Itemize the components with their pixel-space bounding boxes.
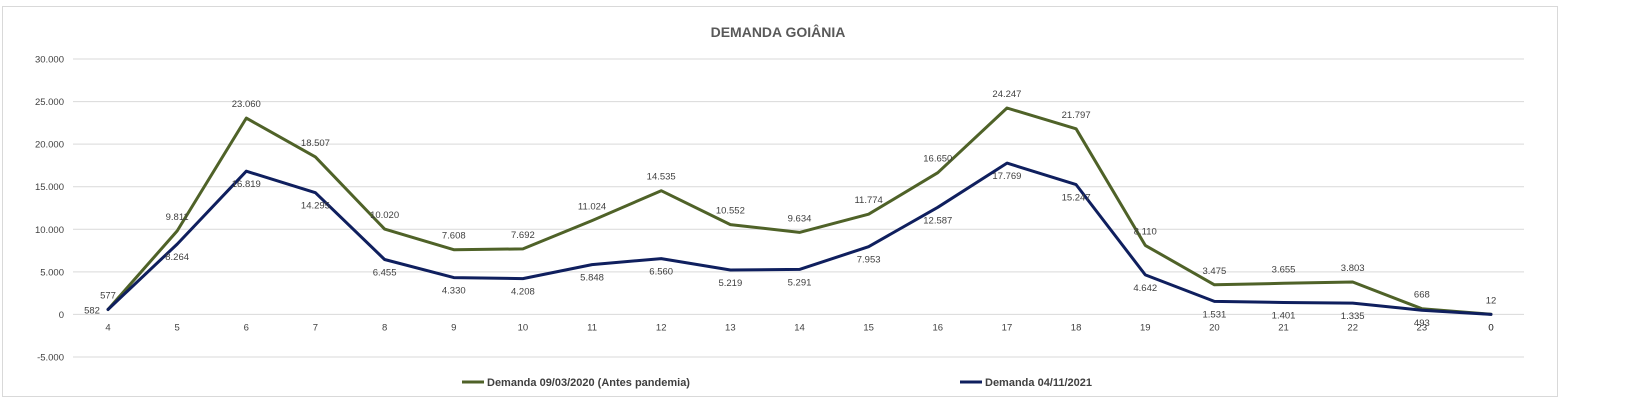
grid-lines: [73, 58, 1524, 358]
data-label: 5.291: [788, 277, 812, 288]
x-tick-label: 20: [1209, 322, 1220, 333]
legend-label: Demanda 04/11/2021: [985, 377, 1092, 389]
chart-title: DEMANDA GOIÂNIA: [711, 23, 846, 40]
data-label: 5.848: [580, 273, 604, 284]
data-labels: 577 9.811 23.060 18.507 10.020 7.608 7.692 11.0…: [84, 89, 1496, 333]
data-label: 9.634: [788, 213, 812, 224]
y-tick-label: 25.000: [35, 97, 64, 108]
legend-label: Demanda 09/03/2020 (Antes pandemia): [487, 377, 690, 389]
data-label: 6.560: [649, 267, 673, 278]
x-tick-label: 13: [725, 322, 736, 333]
x-tick-label: 17: [1002, 322, 1013, 333]
data-label: 577: [100, 291, 116, 302]
data-label: 1.401: [1272, 311, 1296, 322]
x-tick-label: 7: [313, 322, 318, 333]
data-label: 12.587: [923, 215, 952, 226]
data-label: 4.642: [1133, 283, 1157, 294]
x-tick-label: 23: [1417, 322, 1428, 333]
x-tick-label: 18: [1071, 322, 1082, 333]
data-label: 8.110: [1134, 226, 1157, 237]
x-tick-label: 19: [1140, 322, 1151, 333]
data-label: 10.552: [716, 206, 745, 217]
data-label: 493: [1414, 318, 1430, 329]
x-axis-ticks: 4 5 6 7 8 9 10 11 12 13 14 15 16 17 18 19 20 21 22 23 0: [105, 322, 1493, 333]
x-tick-label: 9: [451, 322, 456, 333]
data-label: 4.208: [511, 287, 535, 298]
data-label: 12: [1486, 295, 1497, 306]
x-tick-label: 16: [933, 322, 944, 333]
x-tick-label: 8: [382, 322, 387, 333]
data-label: 9.811: [166, 212, 189, 223]
x-tick-label: 0: [1488, 322, 1493, 333]
x-tick-label: 4: [105, 322, 110, 333]
data-label: 10.020: [370, 210, 399, 221]
data-label: 4.330: [442, 286, 466, 297]
data-label: 7.608: [442, 231, 466, 242]
y-axis-ticks: 30.000 25.000 20.000 15.000 10.000 5.000 0 -5.0…: [35, 55, 64, 364]
data-label: 7.692: [511, 230, 535, 241]
data-label: 16.819: [232, 179, 261, 190]
y-tick-label: 20.000: [35, 140, 64, 151]
x-tick-label: 11: [587, 322, 597, 333]
data-label: 7.953: [857, 255, 881, 266]
data-label: 1.335: [1341, 311, 1365, 322]
chart-area: [2, 6, 1558, 397]
data-label: 3.475: [1203, 266, 1227, 277]
x-tick-label: 15: [863, 322, 874, 333]
data-label: 5.219: [718, 278, 742, 289]
data-label: 11.774: [854, 195, 882, 206]
data-label: 3.655: [1272, 264, 1296, 275]
data-label: 18.507: [301, 138, 330, 149]
data-label: 582: [84, 305, 100, 316]
x-tick-label: 10: [518, 322, 529, 333]
x-tick-label: 14: [794, 322, 805, 333]
series-line-2: [106, 161, 1493, 316]
x-tick-label: 21: [1278, 322, 1289, 333]
data-label: 21.797: [1062, 110, 1091, 121]
y-tick-label: -5.000: [37, 353, 64, 364]
data-label: 11.024: [578, 202, 606, 213]
data-label: 8.264: [165, 252, 189, 263]
data-label: 1.531: [1203, 309, 1227, 320]
data-label: 24.247: [992, 89, 1021, 100]
data-label: 17.769: [992, 171, 1021, 182]
data-label: 668: [1414, 290, 1430, 301]
data-label: 6.455: [373, 267, 397, 278]
data-label: 23.060: [232, 99, 261, 110]
x-tick-label: 6: [244, 322, 249, 333]
series-lines: [106, 106, 1493, 316]
data-label: 14.535: [647, 172, 676, 183]
y-tick-label: 30.000: [35, 55, 64, 66]
legend: Demanda 09/03/2020 (Antes pandemia) Deman…: [462, 377, 1092, 389]
y-tick-label: 10.000: [35, 225, 64, 236]
x-tick-label: 12: [656, 322, 667, 333]
series-line-1: [106, 106, 1493, 316]
x-tick-label: 5: [175, 322, 180, 333]
data-label: 15.247: [1062, 193, 1091, 204]
data-label: 16.650: [923, 154, 952, 165]
data-label: 0: [1488, 322, 1493, 333]
y-tick-label: 15.000: [35, 182, 64, 193]
y-tick-label: 0: [59, 310, 64, 321]
x-tick-label: 22: [1347, 322, 1358, 333]
y-tick-label: 5.000: [40, 267, 64, 278]
data-label: 14.295: [301, 201, 330, 212]
data-label: 3.803: [1341, 263, 1365, 274]
